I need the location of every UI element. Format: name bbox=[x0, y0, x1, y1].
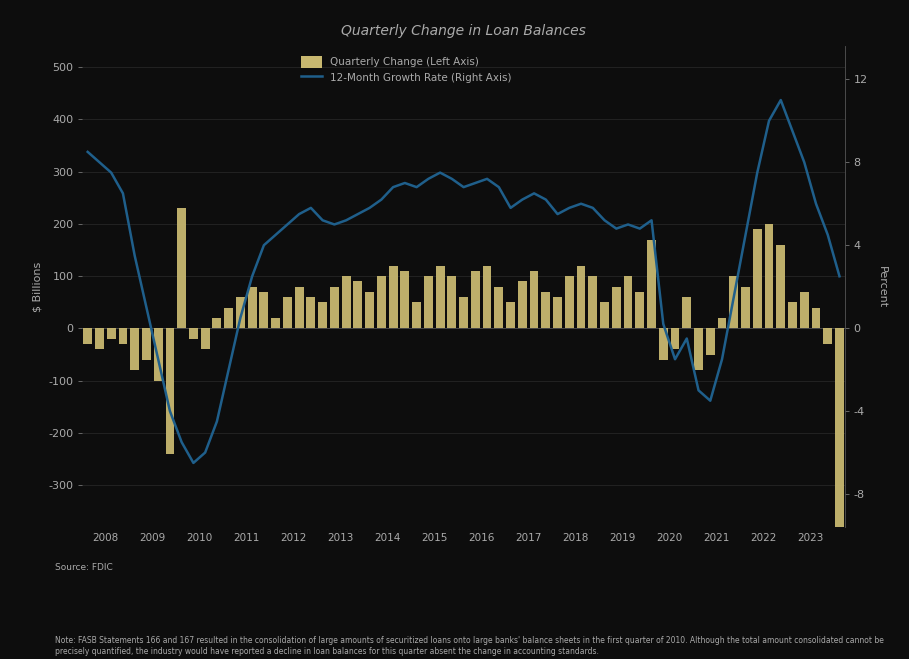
Bar bbox=[635, 292, 644, 328]
Bar bbox=[506, 302, 515, 328]
Bar bbox=[694, 328, 703, 370]
Bar bbox=[717, 318, 726, 328]
Bar bbox=[225, 308, 233, 328]
Bar bbox=[800, 292, 809, 328]
Bar bbox=[177, 208, 186, 328]
Bar bbox=[494, 287, 504, 328]
Bar bbox=[600, 302, 609, 328]
Bar bbox=[248, 287, 256, 328]
Bar bbox=[236, 297, 245, 328]
Bar bbox=[824, 328, 832, 344]
Bar bbox=[671, 328, 679, 349]
Bar bbox=[554, 297, 562, 328]
Bar bbox=[564, 276, 574, 328]
Bar bbox=[741, 287, 750, 328]
Bar bbox=[118, 328, 127, 344]
Bar bbox=[389, 266, 397, 328]
Bar bbox=[788, 302, 797, 328]
Bar bbox=[447, 276, 456, 328]
Bar bbox=[588, 276, 597, 328]
Bar bbox=[518, 281, 526, 328]
Bar bbox=[729, 276, 738, 328]
Bar bbox=[213, 318, 221, 328]
Title: Quarterly Change in Loan Balances: Quarterly Change in Loan Balances bbox=[341, 24, 586, 38]
Bar bbox=[483, 266, 492, 328]
Bar bbox=[401, 271, 409, 328]
Bar bbox=[201, 328, 210, 349]
Bar bbox=[306, 297, 315, 328]
Bar bbox=[647, 240, 656, 328]
Bar bbox=[271, 318, 280, 328]
Bar bbox=[471, 271, 480, 328]
Bar bbox=[812, 308, 821, 328]
Bar bbox=[259, 292, 268, 328]
Bar bbox=[365, 292, 374, 328]
Y-axis label: $ Billions: $ Billions bbox=[33, 262, 43, 312]
Bar bbox=[342, 276, 351, 328]
Y-axis label: Percent: Percent bbox=[877, 266, 887, 308]
Bar bbox=[424, 276, 433, 328]
Bar bbox=[530, 271, 538, 328]
Bar bbox=[659, 328, 668, 360]
Bar bbox=[683, 297, 691, 328]
Legend: Quarterly Change (Left Axis), 12-Month Growth Rate (Right Axis): Quarterly Change (Left Axis), 12-Month G… bbox=[301, 56, 512, 83]
Bar bbox=[283, 297, 292, 328]
Bar bbox=[576, 266, 585, 328]
Bar bbox=[330, 287, 339, 328]
Bar bbox=[377, 276, 385, 328]
Bar bbox=[706, 328, 714, 355]
Bar bbox=[764, 224, 774, 328]
Bar bbox=[753, 229, 762, 328]
Bar bbox=[154, 328, 163, 381]
Bar bbox=[542, 292, 550, 328]
Bar bbox=[142, 328, 151, 360]
Text: Source: FDIC: Source: FDIC bbox=[55, 563, 113, 572]
Bar bbox=[130, 328, 139, 370]
Bar bbox=[95, 328, 104, 349]
Bar bbox=[435, 266, 445, 328]
Bar bbox=[459, 297, 468, 328]
Bar bbox=[84, 328, 92, 344]
Bar bbox=[776, 245, 785, 328]
Bar bbox=[612, 287, 621, 328]
Bar bbox=[106, 328, 115, 339]
Bar bbox=[624, 276, 633, 328]
Bar bbox=[295, 287, 304, 328]
Text: Note: FASB Statements 166 and 167 resulted in the consolidation of large amounts: Note: FASB Statements 166 and 167 result… bbox=[55, 637, 884, 656]
Bar bbox=[412, 302, 421, 328]
Bar bbox=[318, 302, 327, 328]
Bar bbox=[835, 328, 844, 527]
Bar bbox=[354, 281, 363, 328]
Bar bbox=[189, 328, 198, 339]
Bar bbox=[165, 328, 175, 454]
